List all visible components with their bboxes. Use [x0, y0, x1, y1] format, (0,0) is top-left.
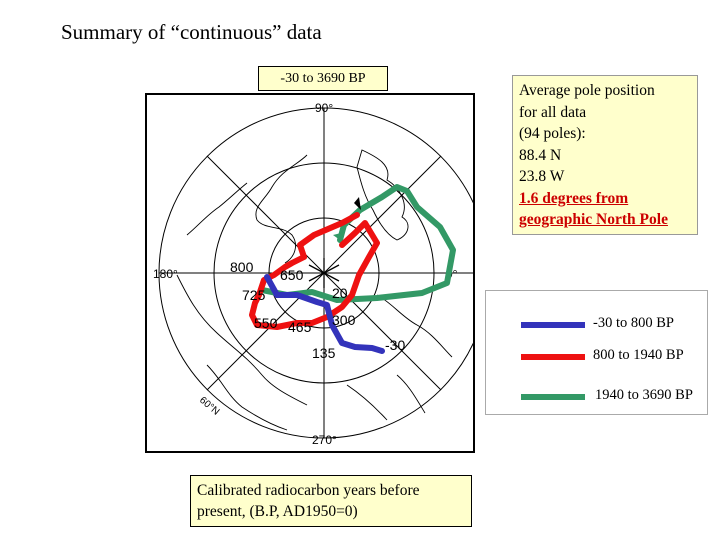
age-label-135: 135: [312, 345, 336, 361]
age-label-650: 650: [280, 267, 304, 283]
label-0: 0°: [446, 267, 458, 281]
legend-swatch-green: [521, 394, 585, 400]
label-270: 270°: [312, 433, 337, 447]
age-label-20: 20: [332, 285, 348, 301]
info-longitude: 23.8 W: [519, 168, 565, 185]
coastlines: [176, 149, 453, 431]
coast-east-asia: [206, 364, 288, 431]
info-distance-target: geographic North Pole: [519, 211, 668, 228]
age-label-465: 465: [288, 319, 312, 335]
legend-label: -30 to 800 BP: [593, 315, 674, 331]
pole-path-red: [249, 212, 380, 330]
label-90: 90°: [315, 101, 333, 115]
average-pole-info-box: Average pole position for all data (94 p…: [512, 75, 698, 235]
legend-item-green: 1940 to 3690 BP: [486, 385, 709, 409]
info-distance: 1.6 degrees from: [519, 189, 629, 207]
coast-scandinavia: [396, 374, 426, 414]
footnote-line: present, (B.P, AD1950=0): [197, 503, 358, 520]
legend-label: 800 to 1940 BP: [593, 347, 684, 363]
pole-path-blue: [264, 274, 385, 354]
pole-star-marker: [308, 258, 340, 288]
age-label-725: 725: [242, 287, 266, 303]
info-line: for all data: [519, 103, 587, 121]
range-label: -30 to 3690 BP: [258, 66, 388, 91]
coast-canada: [255, 154, 308, 264]
legend-item-blue: -30 to 800 BP: [486, 313, 709, 337]
degree-labels: 90° 0° 180° 270° 60°N: [153, 101, 458, 447]
age-label-800: 800: [230, 259, 254, 275]
info-line: (94 poles):: [519, 125, 586, 142]
legend-swatch-blue: [521, 322, 585, 328]
pole-path-green: [259, 184, 456, 303]
label-180: 180°: [153, 267, 178, 281]
age-labels: 800 650 725 550 465 300 135 20 -30: [230, 259, 405, 361]
age-label-550: 550: [254, 315, 278, 331]
legend-item-red: 800 to 1940 BP: [486, 345, 709, 369]
legend-label: 1940 to 3690 BP: [595, 387, 693, 403]
green-arrow-head: [333, 232, 345, 240]
footnote-box: Calibrated radiocarbon years before pres…: [190, 475, 472, 527]
coast-africa-north: [346, 384, 388, 421]
legend: -30 to 800 BP 800 to 1940 BP 1940 to 369…: [485, 290, 708, 415]
footnote-line: Calibrated radiocarbon years before: [197, 482, 420, 499]
path-arrows: [333, 197, 361, 240]
legend-swatch-red: [521, 354, 585, 360]
polar-map-svg: 90° 0° 180° 270° 60°N 800 650 725 550 46…: [153, 101, 490, 447]
page-title: Summary of “continuous” data: [61, 20, 322, 44]
label-60n: 60°N: [197, 395, 221, 418]
coast-europe: [376, 294, 453, 358]
polar-map: 90° 0° 180° 270° 60°N 800 650 725 550 46…: [145, 93, 490, 453]
coast-siberia: [176, 274, 308, 406]
info-line: Average pole position: [519, 82, 655, 99]
black-arrow-head: [354, 197, 361, 210]
coast-alaska: [186, 182, 248, 236]
age-label-300: 300: [332, 312, 356, 328]
age-label-neg30: -30: [385, 337, 405, 353]
info-latitude: 88.4 N: [519, 146, 562, 164]
